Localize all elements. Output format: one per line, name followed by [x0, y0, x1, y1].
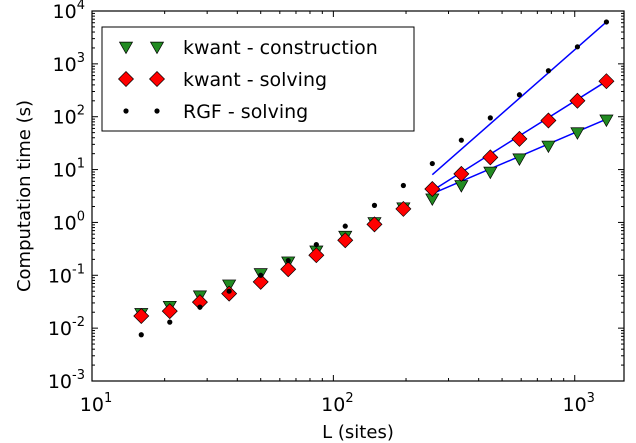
data-point-kwant-solving — [511, 130, 528, 147]
data-point-rgf-solving — [400, 182, 406, 189]
y-tick-label: 102 — [53, 104, 85, 129]
y-tick-label: 103 — [53, 51, 85, 76]
data-point-rgf-solving — [574, 44, 581, 50]
data-point-kwant-construction — [483, 166, 498, 180]
legend-marker-kwant-construction — [118, 41, 134, 55]
data-point-rgf-solving — [226, 288, 232, 294]
data-point-rgf-solving — [371, 202, 378, 208]
y-tick-label: 10-3 — [48, 368, 85, 393]
legend-label-rgf-solving: RGF - solving — [183, 101, 308, 123]
data-point-kwant-construction — [541, 140, 556, 154]
data-point-kwant-solving — [366, 216, 383, 233]
tick-labels: 101 102 103 10-3 10-2 10-1 100 101 102 103 104 — [48, 0, 595, 416]
data-point-kwant-construction — [599, 114, 614, 128]
legend-markers — [118, 41, 165, 114]
data-point-rgf-solving — [258, 272, 264, 278]
data-point-kwant-solving — [395, 200, 412, 217]
data-point-kwant-solving — [337, 232, 354, 249]
legend: kwant - construction kwant - solving RGF… — [101, 26, 415, 132]
y-tick-label: 104 — [53, 0, 85, 23]
data-point-kwant-solving — [133, 307, 150, 324]
y-tick-label: 100 — [53, 209, 85, 234]
plot-frame — [91, 10, 625, 382]
data-marks — [133, 19, 615, 338]
data-point-kwant-solving — [453, 165, 470, 182]
x-tick-label: 102 — [321, 391, 353, 416]
y-tick-label: 101 — [53, 157, 85, 182]
data-point-rgf-solving — [167, 319, 173, 325]
y-tick-label: 10-2 — [48, 315, 85, 340]
data-point-rgf-solving — [487, 115, 493, 121]
legend-marker-rgf-solving — [123, 108, 129, 114]
data-point-rgf-solving — [516, 92, 523, 98]
data-point-rgf-solving — [285, 257, 291, 264]
data-point-rgf-solving — [313, 242, 319, 248]
data-point-kwant-solving — [569, 92, 586, 109]
data-point-kwant-construction — [570, 127, 585, 140]
data-point-rgf-solving — [342, 223, 348, 229]
axis-ticks — [91, 10, 624, 382]
series-rgf-solving — [138, 19, 610, 338]
legend-marker-kwant-solving — [118, 71, 134, 87]
y-tick-label: 10-1 — [48, 262, 85, 287]
x-axis-title: L (sites) — [322, 422, 394, 443]
data-point-kwant-solving — [424, 180, 441, 197]
data-point-rgf-solving — [138, 332, 144, 338]
data-point-kwant-construction — [512, 153, 527, 166]
data-point-kwant-solving — [280, 261, 297, 278]
x-tick-label: 103 — [562, 391, 594, 416]
legend-marker-kwant-solving — [149, 71, 165, 87]
data-point-kwant-solving — [482, 149, 499, 166]
data-point-kwant-solving — [252, 273, 269, 290]
series-kwant-solving — [133, 73, 615, 324]
data-point-kwant-solving — [161, 303, 178, 320]
data-point-rgf-solving — [545, 68, 552, 74]
data-point-rgf-solving — [458, 137, 464, 143]
x-tick-label: 101 — [80, 391, 112, 416]
data-point-rgf-solving — [429, 160, 435, 167]
data-point-rgf-solving — [603, 19, 610, 25]
legend-marker-rgf-solving — [154, 108, 160, 114]
data-point-kwant-solving — [598, 73, 615, 90]
legend-label-kwant-solving: kwant - solving — [183, 69, 327, 91]
legend-label-kwant-construction: kwant - construction — [183, 37, 378, 59]
legend-marker-kwant-construction — [149, 41, 165, 55]
y-axis-title: Computation time (s) — [14, 100, 35, 292]
data-point-kwant-solving — [540, 112, 557, 129]
data-point-rgf-solving — [197, 304, 203, 310]
data-point-kwant-solving — [308, 247, 325, 264]
